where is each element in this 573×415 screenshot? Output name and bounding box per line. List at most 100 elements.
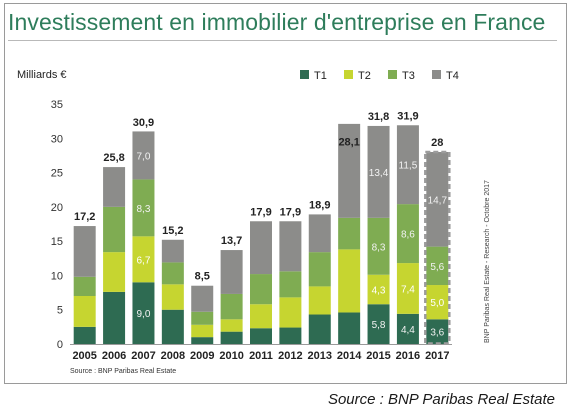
bar-segment-t2-2005 — [73, 296, 96, 327]
x-tick-label: 2009 — [190, 350, 214, 362]
data-label-t4-2007: 7,0 — [137, 151, 151, 162]
bar-segment-t3-2013 — [308, 252, 331, 287]
y-tick-label: 35 — [51, 99, 63, 111]
forecast-outline-2017 — [424, 150, 451, 345]
bar-segment-t4-2015 — [367, 125, 390, 218]
bar-segment-t3-2016 — [396, 204, 419, 264]
bar-segment-t4-2011 — [250, 221, 272, 275]
legend-swatch-t3 — [388, 70, 397, 79]
data-label-t1-2016: 4,4 — [401, 325, 415, 336]
total-label-2007: 30,9 — [133, 117, 154, 129]
bar-segment-t1-2013 — [308, 314, 331, 344]
bar-segment-t2-2006 — [103, 252, 126, 292]
bar-segment-t4-2006 — [103, 167, 126, 207]
total-label-2009: 8,5 — [195, 271, 210, 283]
x-tick-label: 2014 — [337, 350, 362, 362]
title-divider — [8, 40, 557, 41]
bar-segment-t3-2017 — [426, 246, 449, 286]
bar-segment-t2-2007 — [132, 236, 155, 283]
total-label-2012: 17,9 — [280, 206, 301, 218]
bar-segment-t1-2011 — [250, 328, 272, 344]
bar-segment-t2-2017 — [426, 285, 449, 320]
total-label-2014: 28,1 — [338, 136, 359, 148]
y-tick-label: 15 — [51, 236, 63, 248]
total-label-2005: 17,2 — [74, 211, 95, 223]
bar-segment-t2-2013 — [308, 286, 331, 315]
y-tick-label: 5 — [57, 305, 63, 317]
data-label-t1-2017: 3,6 — [430, 328, 444, 339]
x-tick-label: 2007 — [131, 350, 155, 362]
x-tick-label: 2013 — [308, 350, 332, 362]
x-tick-label: 2017 — [425, 350, 449, 362]
bar-segment-t1-2009 — [191, 337, 214, 344]
bar-segment-t3-2014 — [338, 217, 361, 250]
bar-segment-t4-2010 — [220, 250, 243, 294]
y-tick-label: 10 — [51, 270, 63, 282]
bar-segment-t1-2005 — [73, 326, 96, 344]
bar-segment-t2-2015 — [367, 274, 390, 305]
bar-segment-t2-2016 — [396, 263, 419, 314]
data-label-t1-2007: 9,0 — [137, 309, 151, 320]
x-tick-label: 2012 — [278, 350, 302, 362]
bar-segment-t3-2015 — [367, 217, 390, 275]
bar-segment-t3-2009 — [191, 311, 214, 325]
y-tick-label: 30 — [51, 133, 63, 145]
data-label-t1-2015: 5,8 — [372, 320, 386, 331]
bar-segment-t4-2009 — [191, 285, 214, 312]
bar-segment-t2-2010 — [220, 319, 243, 332]
y-tick-label: 20 — [51, 202, 63, 214]
bar-segment-t4-2007 — [132, 131, 155, 180]
footer-source: Source : BNP Paribas Real Estate — [327, 391, 555, 408]
data-label-t3-2007: 8,3 — [137, 204, 151, 215]
legend-swatch-t4 — [432, 70, 441, 79]
side-note: BNP Paribas Real Estate - Research - Oct… — [484, 180, 491, 343]
bar-segment-t4-2014 — [338, 123, 361, 218]
x-tick-label: 2015 — [366, 350, 390, 362]
total-label-2013: 18,9 — [309, 199, 330, 211]
legend-swatch-t1 — [300, 70, 309, 79]
legend-label-t4: T4 — [446, 70, 459, 82]
total-label-2006: 25,8 — [103, 152, 124, 164]
bar-segment-t4-2017 — [426, 152, 449, 247]
source-note: Source : BNP Paribas Real Estate — [70, 368, 176, 375]
bar-segment-t4-2008 — [161, 239, 184, 263]
bar-segment-t1-2014 — [338, 312, 361, 344]
bar-segment-t1-2015 — [367, 304, 390, 344]
bar-segment-t3-2011 — [250, 274, 272, 305]
bar-segment-t2-2008 — [161, 284, 184, 310]
data-label-t4-2016: 11,5 — [399, 161, 418, 172]
bar-segment-t3-2012 — [279, 271, 302, 298]
x-tick-label: 2006 — [102, 350, 126, 362]
legend-label-t1: T1 — [314, 70, 327, 82]
bar-segment-t1-2007 — [132, 282, 155, 344]
bar-segment-t1-2006 — [103, 291, 126, 344]
bar-segment-t1-2010 — [220, 331, 243, 344]
bar-segment-t2-2011 — [250, 304, 272, 329]
total-label-2015: 31,8 — [368, 111, 389, 123]
data-label-t4-2017: 14,7 — [428, 195, 448, 206]
x-tick-label: 2005 — [72, 350, 96, 362]
bar-segment-t4-2012 — [279, 221, 302, 272]
data-label-t2-2017: 5,0 — [430, 298, 444, 309]
data-label-t3-2017: 5,6 — [430, 262, 444, 273]
total-label-2017: 28 — [431, 137, 443, 149]
bar-segment-t1-2012 — [279, 327, 302, 344]
total-label-2008: 15,2 — [162, 225, 183, 237]
bar-segment-t2-2014 — [338, 249, 361, 313]
legend-label-t2: T2 — [358, 70, 371, 82]
total-label-2011: 17,9 — [250, 206, 271, 218]
data-label-t2-2015: 4,3 — [372, 285, 386, 296]
x-tick-label: 2008 — [161, 350, 185, 362]
data-label-t4-2015: 13,4 — [369, 168, 389, 179]
legend-swatch-t2 — [344, 70, 353, 79]
bar-segment-t3-2006 — [103, 206, 126, 253]
bar-segment-t3-2010 — [220, 293, 243, 320]
x-tick-label: 2016 — [396, 350, 420, 362]
data-label-t3-2015: 8,3 — [372, 242, 386, 253]
bar-segment-t4-2016 — [396, 125, 419, 205]
data-label-t3-2016: 8,6 — [401, 230, 415, 241]
bar-segment-t4-2013 — [308, 214, 331, 253]
bar-segment-t3-2008 — [161, 262, 184, 285]
x-tick-label: 2010 — [219, 350, 243, 362]
